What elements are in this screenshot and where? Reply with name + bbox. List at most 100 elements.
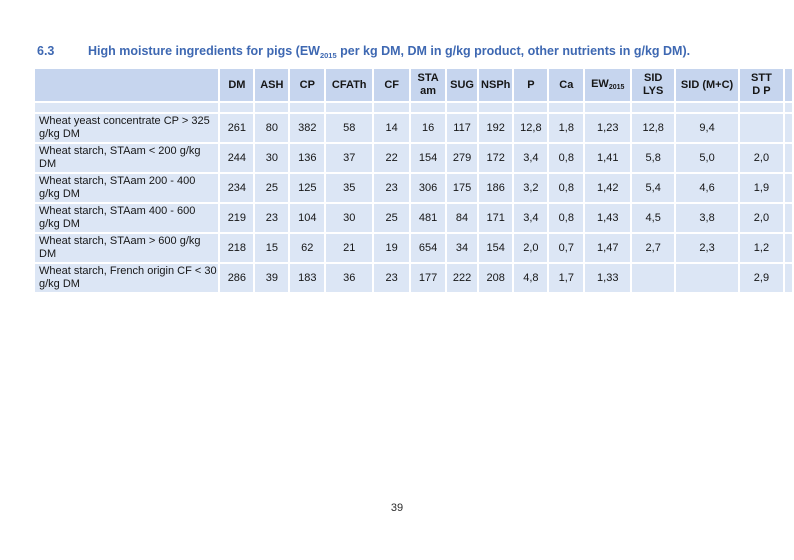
spacer-cell: [583, 101, 633, 114]
value-cell: 2,3: [674, 232, 740, 264]
column-header-blank-end: [782, 67, 794, 103]
value-cell: 25: [253, 172, 291, 204]
value-cell: 58: [324, 112, 375, 144]
value-cell: 0,8: [547, 172, 586, 204]
value-cell: [782, 142, 794, 174]
value-cell: 80: [253, 112, 291, 144]
table-row: Wheat yeast concentrate CP > 325 g/kg DM…: [32, 112, 794, 144]
column-header-stt-dp: STT D P: [737, 67, 785, 103]
column-header-ca: Ca: [547, 67, 586, 103]
value-cell: 9,4: [674, 112, 740, 144]
ingredient-name-cell: Wheat yeast concentrate CP > 325 g/kg DM: [32, 112, 221, 144]
value-cell: 244: [218, 142, 256, 174]
value-cell: 481: [409, 202, 448, 234]
value-cell: 1,8: [547, 112, 586, 144]
spacer-cell: [409, 101, 448, 114]
value-cell: 261: [218, 112, 256, 144]
spacer-cell: [253, 101, 291, 114]
column-header-sid-lys: SID LYS: [630, 67, 677, 103]
table-row: Wheat starch, French origin CF < 30 g/kg…: [32, 262, 794, 294]
value-cell: 4,5: [630, 202, 677, 234]
value-cell: 2,0: [737, 142, 785, 174]
value-cell: 3,4: [512, 142, 550, 174]
section-title-subscript: 2015: [319, 51, 337, 60]
value-cell: 222: [445, 262, 480, 294]
value-cell: 177: [409, 262, 448, 294]
section-number: 6.3: [37, 44, 55, 58]
value-cell: 183: [288, 262, 327, 294]
column-header-sta-am: STA am: [409, 67, 448, 103]
value-cell: 654: [409, 232, 448, 264]
value-cell: 3,2: [512, 172, 550, 204]
value-cell: 23: [372, 262, 412, 294]
ingredient-name-cell: Wheat starch, STAam < 200 g/kg DM: [32, 142, 221, 174]
value-cell: 30: [324, 202, 375, 234]
value-cell: 1,7: [547, 262, 586, 294]
column-header-sid-mc: SID (M+C): [674, 67, 740, 103]
value-cell: 5,4: [630, 172, 677, 204]
value-cell: 1,23: [583, 112, 633, 144]
spacer-cell: [674, 101, 740, 114]
value-cell: 171: [477, 202, 515, 234]
value-cell: 15: [253, 232, 291, 264]
value-cell: 14: [372, 112, 412, 144]
value-cell: 117: [445, 112, 480, 144]
value-cell: [782, 202, 794, 234]
column-header-dm: DM: [218, 67, 256, 103]
section-heading: 6.3 High moisture ingredients for pigs (…: [37, 44, 691, 60]
value-cell: 0,7: [547, 232, 586, 264]
column-header-cp: CP: [288, 67, 327, 103]
spacer-cell: [630, 101, 677, 114]
value-cell: 36: [324, 262, 375, 294]
value-cell: 12,8: [630, 112, 677, 144]
value-cell: 21: [324, 232, 375, 264]
value-cell: 12,8: [512, 112, 550, 144]
value-cell: 1,47: [583, 232, 633, 264]
value-cell: 2,0: [512, 232, 550, 264]
value-cell: 16: [409, 112, 448, 144]
value-cell: 154: [409, 142, 448, 174]
value-cell: 186: [477, 172, 515, 204]
spacer-cell: [372, 101, 412, 114]
value-cell: 175: [445, 172, 480, 204]
table-row: Wheat starch, STAam < 200 g/kg DM 244 30 13…: [32, 142, 794, 174]
value-cell: 34: [445, 232, 480, 264]
column-header-sug: SUG: [445, 67, 480, 103]
value-cell: 192: [477, 112, 515, 144]
value-cell: 1,43: [583, 202, 633, 234]
value-cell: 136: [288, 142, 327, 174]
value-cell: 208: [477, 262, 515, 294]
column-header-ew2015: EW2015: [583, 67, 633, 103]
spacer-cell: [547, 101, 586, 114]
section-title: High moisture ingredients for pigs (EW20…: [88, 44, 691, 60]
value-cell: 286: [218, 262, 256, 294]
value-cell: 84: [445, 202, 480, 234]
value-cell: 4,8: [512, 262, 550, 294]
value-cell: 5,8: [630, 142, 677, 174]
value-cell: 39: [253, 262, 291, 294]
value-cell: 35: [324, 172, 375, 204]
value-cell: 4,6: [674, 172, 740, 204]
value-cell: [782, 172, 794, 204]
column-header-ash: ASH: [253, 67, 291, 103]
spacer-cell: [512, 101, 550, 114]
value-cell: [782, 112, 794, 144]
value-cell: 234: [218, 172, 256, 204]
section-title-suffix: per kg DM, DM in g/kg product, other nut…: [336, 44, 691, 58]
column-header-p: P: [512, 67, 550, 103]
spacer-cell: [445, 101, 480, 114]
value-cell: [782, 262, 794, 294]
spacer-cell: [324, 101, 375, 114]
value-cell: 382: [288, 112, 327, 144]
table-row: Wheat starch, STAam 400 - 600 g/kg DM 219…: [32, 202, 794, 234]
table-row: Wheat starch, STAam > 600 g/kg DM 218 15 62…: [32, 232, 794, 264]
value-cell: 19: [372, 232, 412, 264]
column-header-cfath: CFATh: [324, 67, 375, 103]
spacer-cell: [288, 101, 327, 114]
value-cell: 30: [253, 142, 291, 174]
ingredient-name-cell: Wheat starch, STAam 400 - 600 g/kg DM: [32, 202, 221, 234]
value-cell: 125: [288, 172, 327, 204]
spacer-row: [32, 101, 794, 114]
value-cell: 0,8: [547, 142, 586, 174]
value-cell: 62: [288, 232, 327, 264]
